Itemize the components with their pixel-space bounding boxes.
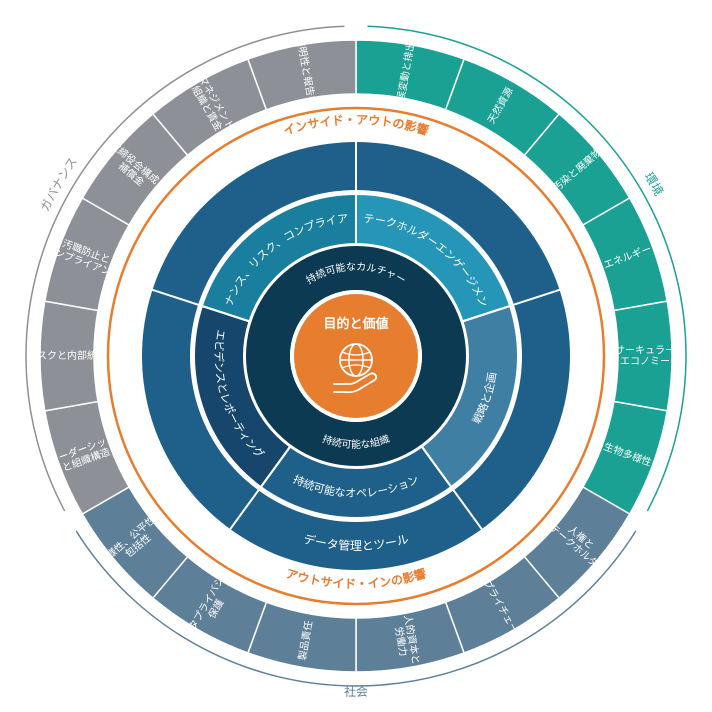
svg-text:サーキュラーエコノミー: サーキュラーエコノミー bbox=[615, 344, 675, 367]
category-label: リスクと内部統制 bbox=[27, 349, 107, 362]
center-title: 目的と価値 bbox=[323, 316, 388, 331]
category-label: サーキュラーエコノミー bbox=[615, 344, 675, 367]
outer-group-label: 環境 bbox=[642, 170, 667, 198]
svg-text:リスクと内部統制: リスクと内部統制 bbox=[27, 349, 107, 362]
outer-group-label: 社会 bbox=[344, 684, 368, 699]
center-circle bbox=[294, 294, 418, 418]
impact-label-top: インサイド・アウトの影響 bbox=[282, 113, 430, 138]
